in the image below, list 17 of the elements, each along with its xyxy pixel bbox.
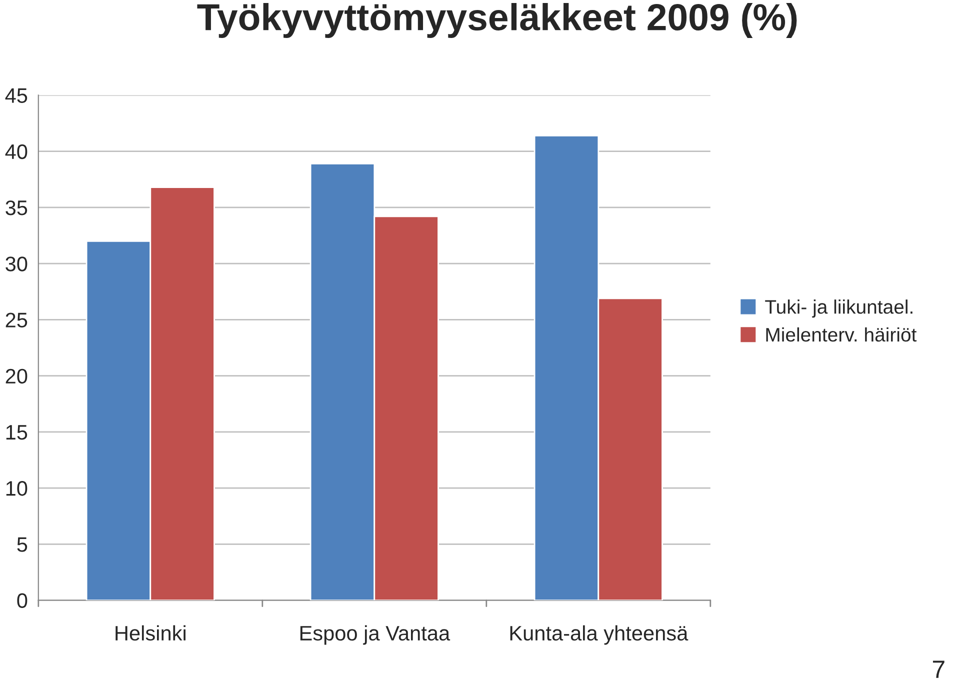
y-tick-label: 20 xyxy=(6,368,28,384)
x-tick-label: Kunta-ala yhteensä xyxy=(510,625,688,645)
y-tick-label: 25 xyxy=(6,312,28,328)
chart-title: Työkyvyttömyyseläkkeet 2009 (%) xyxy=(197,2,797,38)
y-tick-label: 45 xyxy=(5,88,28,103)
y-tick-label: 15 xyxy=(6,425,28,440)
x-tick-label: Espoo ja Vantaa xyxy=(300,625,450,645)
y-tick-label: 5 xyxy=(17,537,28,552)
y-tick-label: 0 xyxy=(17,593,28,608)
text: 7 xyxy=(932,660,944,678)
y-tick-label: 30 xyxy=(6,256,28,272)
y-tick-label: 10 xyxy=(6,481,28,496)
legend-label: Mielenterv. häiriöt xyxy=(766,327,917,342)
y-tick-label: 40 xyxy=(5,144,28,160)
y-tick-label: 35 xyxy=(6,200,28,216)
x-tick-label: Helsinki xyxy=(116,625,186,641)
legend-label: Tuki- ja liikuntael. xyxy=(765,300,912,318)
